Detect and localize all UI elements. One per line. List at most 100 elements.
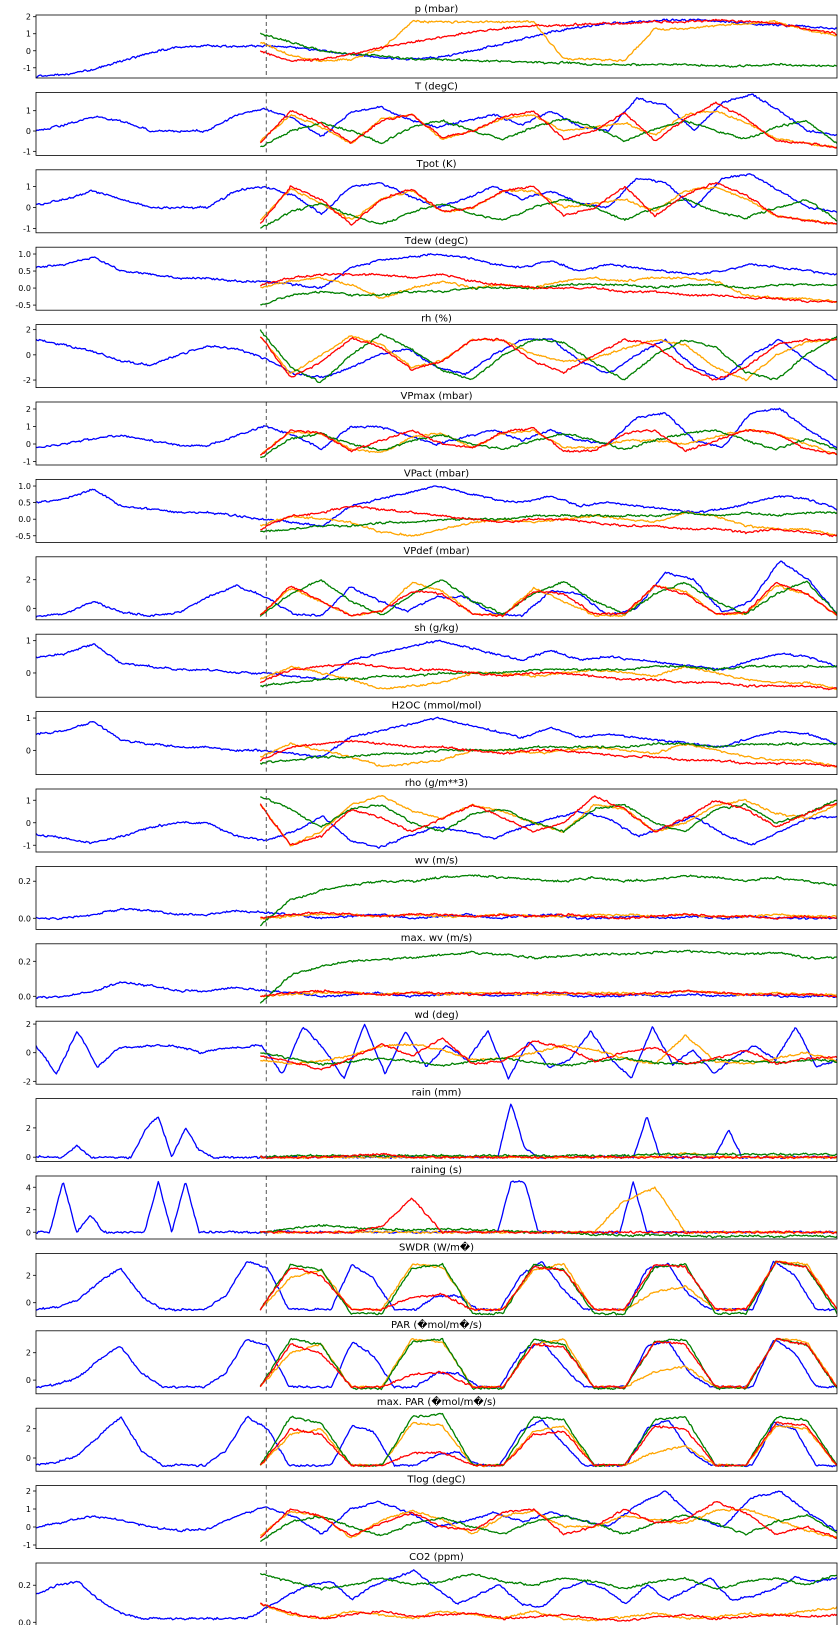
- series-line: [260, 336, 837, 381]
- y-tick-label: -1: [23, 225, 31, 234]
- y-tick-label: -2: [23, 376, 31, 385]
- series-line: [36, 716, 837, 758]
- y-tick-label: 1: [26, 796, 31, 805]
- y-tick-label: 0.0: [18, 1618, 31, 1625]
- series-line: [36, 639, 837, 680]
- subplot: p (mbar) 2 1 0 -1: [23, 4, 838, 79]
- series-line: [36, 253, 837, 290]
- y-tick-label: 0.2: [18, 957, 31, 966]
- y-tick-label: 2: [26, 1425, 31, 1434]
- series-line: [260, 1602, 837, 1622]
- y-tick-label: 2: [26, 1124, 31, 1133]
- subplot: raining (s) 4 2 0: [26, 1165, 838, 1240]
- y-tick-label: 0.2: [18, 877, 31, 886]
- y-tick-label: 2: [26, 1206, 31, 1215]
- subplot-title: max. PAR (�mol/m�/s): [377, 1395, 496, 1408]
- y-tick-label: 0.0: [18, 992, 31, 1001]
- series-line: [260, 429, 837, 459]
- series-line: [260, 664, 837, 688]
- series-line: [259, 1500, 837, 1540]
- series-line: [259, 1260, 837, 1312]
- y-tick-label: -1: [23, 147, 31, 156]
- subplot-title: VPdef (mbar): [403, 546, 469, 557]
- plot-frame: [35, 556, 838, 621]
- y-tick-label: 0: [26, 1228, 31, 1237]
- series-group: [36, 329, 837, 384]
- series-line: [260, 511, 837, 533]
- series-group: [36, 874, 837, 927]
- y-tick-label: 0: [26, 1454, 31, 1463]
- subplot: Tdew (degC) 1.0 0.5 0.0 -0.5: [15, 236, 838, 311]
- y-tick-label: 1: [26, 1505, 31, 1514]
- y-tick-label: 2: [26, 576, 31, 585]
- series-group: [36, 1412, 837, 1468]
- series-group: [36, 1103, 837, 1160]
- series-line: [259, 1421, 837, 1468]
- y-tick-label: 0: [26, 127, 31, 136]
- plot-frame: [35, 92, 838, 156]
- series-line: [259, 739, 837, 768]
- subplot-title: rho (g/m**3): [405, 778, 468, 789]
- series-line: [259, 1602, 837, 1622]
- series-line: [36, 485, 837, 528]
- subplot-title: SWDR (W/m�): [399, 1240, 474, 1253]
- series-line: [260, 1034, 837, 1066]
- series-line: [36, 1490, 837, 1535]
- series-group: [36, 949, 837, 1004]
- series-line: [36, 93, 837, 137]
- plot-frame: [35, 478, 838, 543]
- y-tick-label: 0: [26, 669, 31, 678]
- y-tick-label: 0: [26, 1153, 31, 1162]
- series-line: [260, 282, 837, 306]
- plot-frame: [35, 788, 838, 853]
- series-group: [36, 795, 837, 849]
- subplot-title: VPmax (mbar): [401, 391, 473, 402]
- series-group: [36, 639, 837, 691]
- plot-frame: [35, 1098, 838, 1162]
- series-group: [36, 716, 837, 768]
- series-line: [259, 581, 837, 618]
- series-line: [259, 511, 837, 537]
- y-tick-label: 1.0: [18, 250, 31, 259]
- subplot-title: wv (m/s): [415, 855, 458, 866]
- subplot: rh (%) 2 0 -2: [23, 314, 838, 389]
- subplot-title: T (degC): [414, 81, 458, 92]
- subplot-title: rain (mm): [412, 1088, 462, 1099]
- series-group: [36, 560, 837, 618]
- series-line: [36, 338, 837, 381]
- series-line: [260, 272, 837, 304]
- subplot: rho (g/m**3) 1 0 -1: [23, 778, 838, 853]
- y-tick-label: 2: [26, 13, 31, 22]
- subplot: sh (g/kg) 1 0: [26, 623, 838, 698]
- y-tick-label: -0.5: [15, 301, 31, 310]
- series-line: [36, 18, 837, 78]
- series-line: [259, 101, 837, 149]
- subplot-title: H2OC (mmol/mol): [391, 701, 481, 712]
- y-tick-label: 0: [26, 604, 31, 613]
- series-group: [36, 93, 837, 149]
- series-line: [260, 504, 837, 538]
- subplot: VPdef (mbar) 2 0: [26, 546, 838, 621]
- subplot: Tpot (K) 1 0 -1: [23, 159, 838, 234]
- y-tick-label: -0.5: [15, 532, 31, 541]
- y-tick-label: 0: [26, 819, 31, 828]
- y-tick-label: -2: [23, 1077, 31, 1086]
- subplot-title: sh (g/kg): [414, 623, 458, 634]
- series-line: [259, 874, 837, 927]
- y-tick-label: 2: [26, 1487, 31, 1496]
- series-line: [36, 981, 837, 999]
- subplot: PAR (�mol/m�/s) 2 0: [26, 1318, 838, 1395]
- y-tick-label: 0: [26, 746, 31, 755]
- plot-frame: [35, 401, 838, 466]
- y-tick-label: 0.5: [18, 499, 31, 508]
- series-line: [36, 1415, 837, 1468]
- series-group: [36, 1490, 837, 1543]
- series-line: [259, 1513, 837, 1543]
- series-line: [259, 795, 837, 846]
- plot-frame: [35, 633, 838, 698]
- series-line: [259, 662, 837, 691]
- y-tick-label: 0.2: [18, 1581, 31, 1590]
- series-line: [259, 18, 837, 63]
- series-group: [36, 1180, 837, 1239]
